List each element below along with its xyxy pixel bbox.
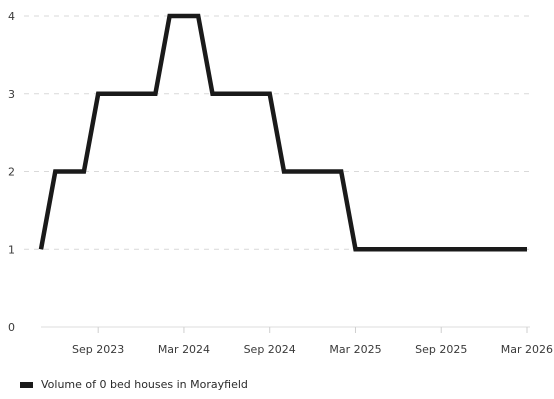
legend: Volume of 0 bed houses in Morayfield (20, 378, 248, 391)
x-tick-label: Mar 2026 (501, 343, 553, 356)
y-tick-label: 1 (8, 243, 15, 256)
x-tick-label: Mar 2024 (158, 343, 210, 356)
x-tick-label: Sep 2023 (72, 343, 124, 356)
y-tick-label: 4 (8, 10, 15, 23)
x-tick-label: Sep 2025 (415, 343, 467, 356)
y-tick-label: 0 (8, 321, 15, 334)
y-tick-label: 3 (8, 88, 15, 101)
x-tick-label: Mar 2025 (329, 343, 381, 356)
series-layer (41, 16, 527, 249)
x-tick-label: Sep 2024 (244, 343, 296, 356)
series-line (41, 16, 527, 249)
legend-swatch (20, 382, 33, 388)
legend-label: Volume of 0 bed houses in Morayfield (41, 378, 248, 391)
y-tick-label: 2 (8, 166, 15, 179)
axis-layer: 0 1 2 3 4 Sep 2023 Mar 2024 Sep 2024 Mar 2025 Sep… (8, 10, 553, 356)
